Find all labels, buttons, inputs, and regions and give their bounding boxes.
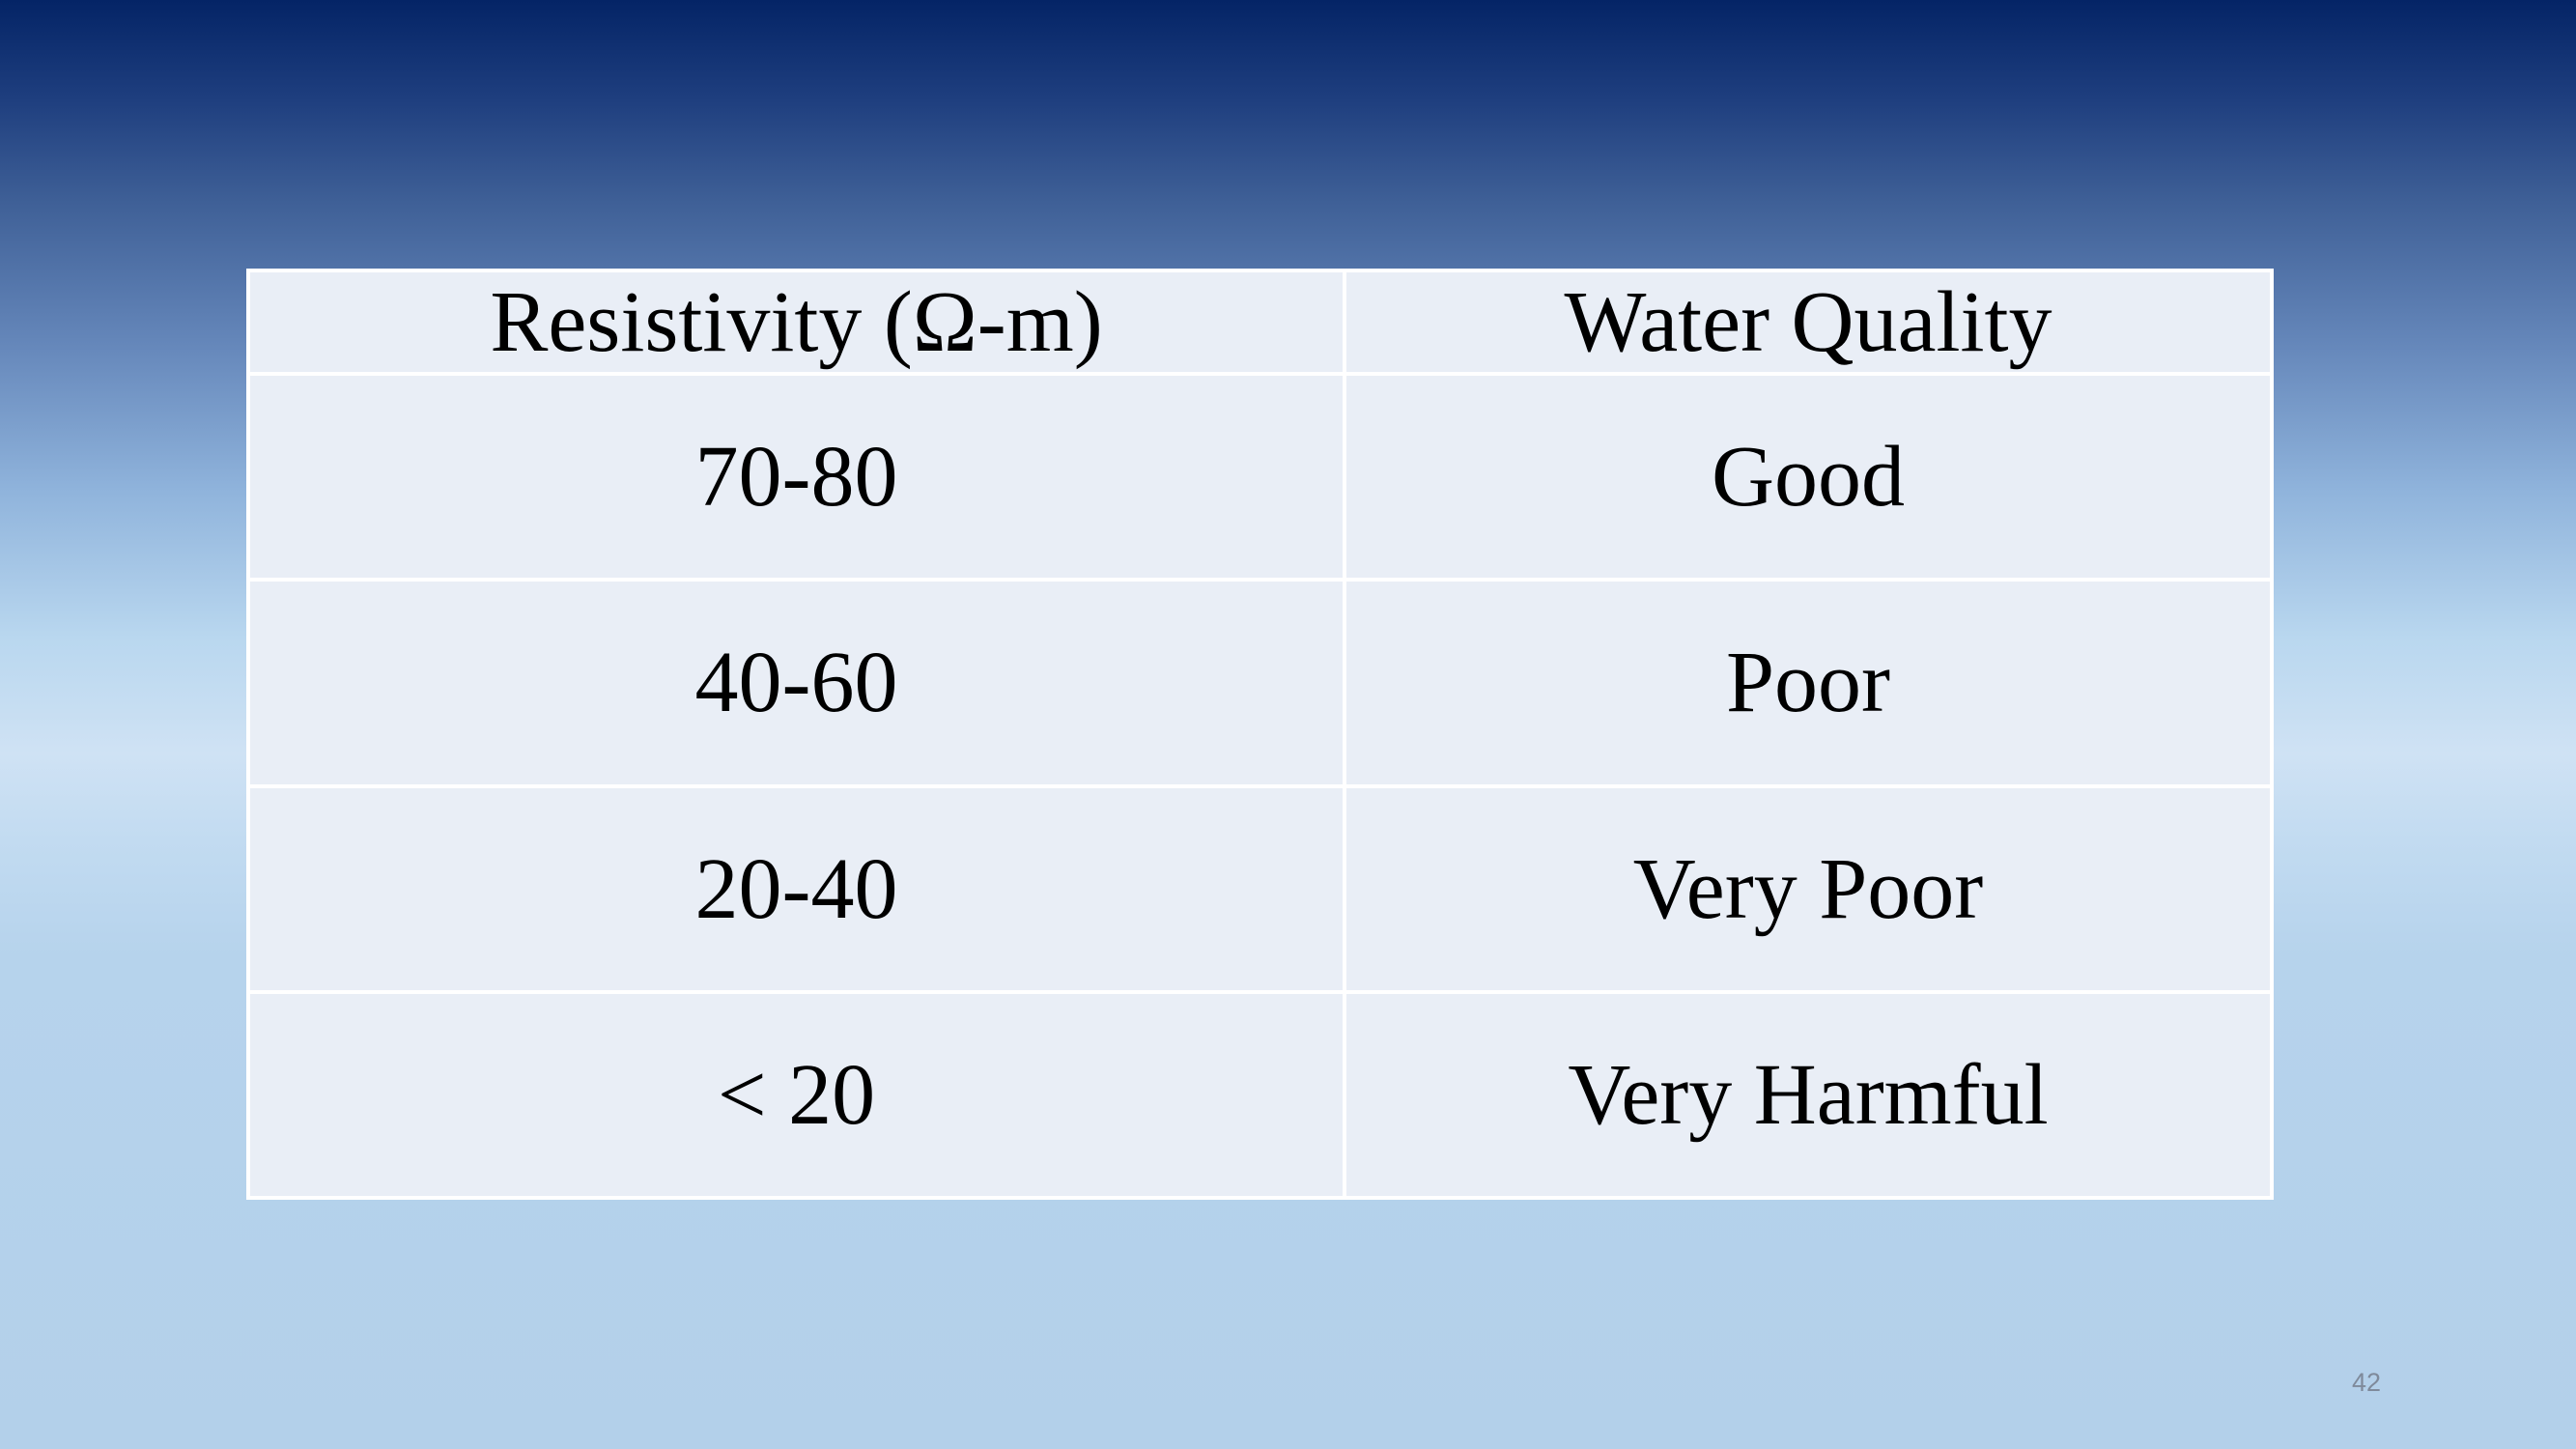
resistivity-cell: 70-80	[246, 371, 1346, 582]
table-row: 20-40 Very Poor	[246, 783, 2274, 994]
resistivity-cell: < 20	[246, 989, 1346, 1201]
resistivity-cell: 20-40	[246, 783, 1346, 994]
resistivity-water-quality-table: Resistivity (Ω-m) Water Quality 70-80 Go…	[246, 269, 2274, 1201]
header-water-quality: Water Quality	[1343, 269, 2274, 376]
water-quality-cell: Good	[1343, 371, 2274, 582]
table-row: 40-60 Poor	[246, 578, 2274, 788]
water-quality-cell: Very Poor	[1343, 783, 2274, 994]
water-quality-cell: Poor	[1343, 578, 2274, 788]
table-row: < 20 Very Harmful	[246, 989, 2274, 1201]
water-quality-cell: Very Harmful	[1343, 989, 2274, 1201]
table-row: 70-80 Good	[246, 371, 2274, 582]
resistivity-cell: 40-60	[246, 578, 1346, 788]
table-header-row: Resistivity (Ω-m) Water Quality	[246, 269, 2274, 376]
slide-page-number: 42	[2351, 1368, 2382, 1397]
header-resistivity: Resistivity (Ω-m)	[246, 269, 1346, 376]
